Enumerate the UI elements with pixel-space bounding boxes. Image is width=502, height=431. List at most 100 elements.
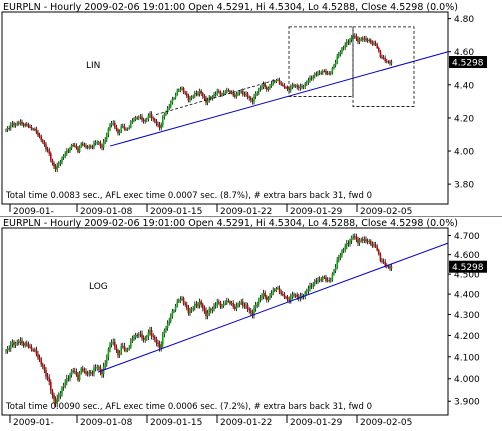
chart-footer: Total time 0.0083 sec., AFL exec time 0.… bbox=[5, 191, 372, 201]
candle-body bbox=[74, 145, 76, 147]
candle-body bbox=[389, 61, 391, 64]
candle-body bbox=[150, 330, 153, 337]
candle-body bbox=[29, 126, 31, 128]
candle-body bbox=[318, 279, 321, 281]
candle-body bbox=[378, 47, 380, 52]
candle-body bbox=[309, 77, 311, 81]
candle-body bbox=[155, 120, 158, 124]
candle-body bbox=[5, 129, 7, 131]
candle-body bbox=[320, 279, 322, 281]
candle-body bbox=[128, 347, 130, 350]
candle-body bbox=[270, 293, 273, 296]
candle-body bbox=[341, 48, 343, 53]
candle-body bbox=[163, 329, 166, 335]
candle-body bbox=[19, 340, 22, 343]
candle-body bbox=[254, 93, 257, 97]
candle-body bbox=[93, 368, 95, 374]
candle-body bbox=[130, 341, 132, 348]
candle-body bbox=[352, 236, 354, 237]
candle-body bbox=[347, 242, 350, 244]
candle-body bbox=[269, 86, 271, 89]
candle-body bbox=[46, 376, 49, 378]
candle-body bbox=[42, 364, 44, 367]
candle-body bbox=[13, 123, 15, 126]
candle-body bbox=[75, 371, 78, 376]
candle-body bbox=[86, 373, 89, 375]
candle-body bbox=[62, 385, 65, 388]
candle-body bbox=[181, 88, 183, 90]
candle-body bbox=[198, 301, 201, 306]
candle-body bbox=[11, 123, 14, 125]
candle-body bbox=[27, 125, 30, 127]
candle-body bbox=[154, 336, 156, 339]
y-tick-label: 4.700 bbox=[454, 232, 480, 242]
candle-body bbox=[267, 297, 270, 300]
dashed-trendline[interactable] bbox=[155, 79, 277, 116]
candle-body bbox=[6, 128, 9, 130]
candle-body bbox=[283, 294, 286, 298]
candle-body bbox=[107, 128, 110, 135]
plot-area[interactable] bbox=[1, 11, 449, 205]
candle-body bbox=[330, 279, 332, 282]
candle-body bbox=[94, 367, 97, 369]
plot-area[interactable] bbox=[1, 227, 449, 416]
candle-body bbox=[366, 40, 369, 41]
candle-body bbox=[146, 336, 148, 338]
candle-body bbox=[283, 84, 286, 88]
x-tick-label: 2009-01-29 bbox=[290, 418, 343, 428]
candle-body bbox=[14, 343, 17, 345]
candle-body bbox=[144, 337, 146, 340]
candle-body bbox=[226, 90, 228, 93]
candle-body bbox=[128, 127, 130, 129]
candle-body bbox=[379, 254, 382, 261]
candle-body bbox=[213, 305, 215, 309]
y-tick-label: 4.600 bbox=[454, 251, 480, 261]
candle-body bbox=[221, 94, 223, 96]
candle-body bbox=[40, 359, 42, 365]
candle-body bbox=[170, 102, 172, 107]
candle-body bbox=[43, 366, 46, 371]
candle-body bbox=[32, 350, 34, 352]
candle-body bbox=[86, 147, 89, 149]
candle-body bbox=[350, 36, 353, 40]
candle-body bbox=[109, 344, 111, 349]
selection-box-left[interactable] bbox=[288, 26, 354, 97]
candle-body bbox=[245, 304, 247, 306]
candle-body bbox=[370, 39, 372, 43]
trendline[interactable] bbox=[109, 51, 449, 147]
candle-body bbox=[256, 92, 258, 94]
candle-body bbox=[322, 277, 324, 281]
selection-box-right[interactable] bbox=[352, 26, 415, 107]
candle-body bbox=[248, 96, 250, 99]
x-tick-label: 2009-01-15 bbox=[150, 418, 202, 428]
candle-body bbox=[118, 131, 121, 134]
candle-body bbox=[45, 144, 47, 150]
chart-header: EURPLN - Hourly 2009-02-06 19:01:00 Open… bbox=[3, 218, 458, 229]
candle-body bbox=[243, 305, 246, 307]
x-tick-label: 2009-02-05 bbox=[360, 207, 412, 217]
candle-body bbox=[136, 117, 138, 119]
candle-body bbox=[32, 129, 34, 131]
candle-body bbox=[266, 296, 268, 300]
candle-body bbox=[35, 128, 38, 133]
candle-body bbox=[30, 347, 33, 351]
candle-body bbox=[166, 323, 169, 329]
candle-body bbox=[338, 257, 340, 261]
candle-body bbox=[14, 123, 17, 126]
chart-footer: Total time 0.0090 sec., AFL exec time 0.… bbox=[5, 402, 372, 412]
candle-body bbox=[134, 117, 137, 120]
candle-body bbox=[363, 38, 366, 40]
candle-body bbox=[58, 395, 60, 399]
candle-body bbox=[357, 38, 359, 42]
trendline[interactable] bbox=[97, 242, 449, 373]
candle-body bbox=[299, 295, 302, 299]
candle-body bbox=[72, 370, 74, 372]
candle-body bbox=[346, 242, 348, 247]
candle-body bbox=[69, 375, 71, 379]
candle-body bbox=[202, 304, 204, 309]
candle-body bbox=[373, 244, 375, 247]
candle-body bbox=[115, 346, 118, 351]
candle-body bbox=[125, 129, 127, 130]
